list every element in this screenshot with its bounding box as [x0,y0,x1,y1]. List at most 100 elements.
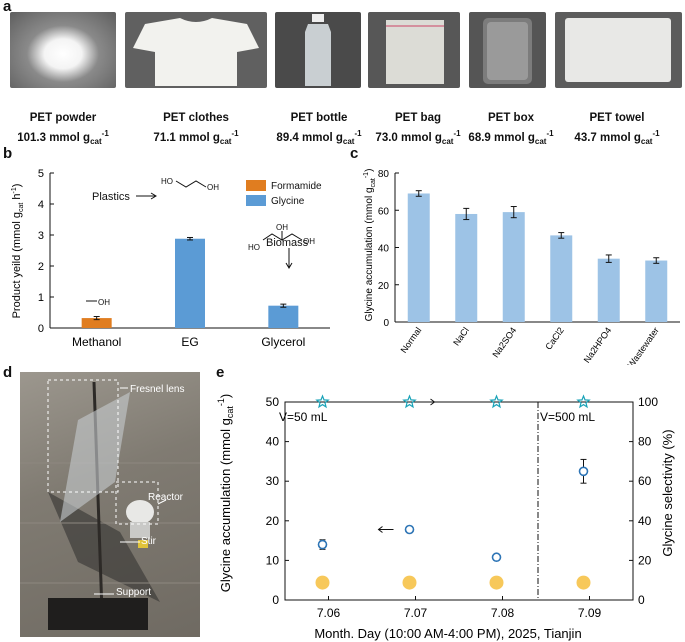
chart-b-ylabel: Product yeild (mmol gcat h-1) [11,184,25,319]
chart-e-ytick-right-label: 60 [638,474,652,488]
chart-c-ytick-label: 40 [378,244,390,255]
chart-e-xtick-label: 7.06 [317,606,341,620]
chart-e-xlabel: Month. Day (10:00 AM-4:00 PM), 2025, Tia… [314,626,581,641]
caption-pet-bag: PET bag 73.0 mmol gcat-1 [375,112,461,147]
selectivity-star [315,394,330,409]
accumulation-point [491,552,502,563]
legend-formamide-swatch [246,180,266,191]
chart-b-ytick-label: 2 [38,261,44,273]
chart-c-ylabel: Glycine accumulation (mmol gcat-1) [363,169,377,322]
chart-e-ytick-left-label: 0 [272,593,279,607]
photo-pet-towel [555,12,682,88]
legend-glycine-label: Glycine [271,196,305,207]
chart-e-ylabel-right: Glycine selectivity (%) [660,429,675,556]
label-support: Support [116,587,152,598]
annotation-v500: V=500 mL [540,410,595,424]
chart-e-ytick-right-label: 80 [638,435,652,449]
chart-e-xtick-label: 7.07 [404,606,428,620]
caption-pet-clothes: PET clothes 71.1 mmol gcat-1 [153,112,239,147]
label-reactor: Reactor [148,492,184,503]
eg-oh-label: OH [207,183,219,192]
accumulation-point [578,466,589,477]
chart-c-ytick-label: 0 [383,318,389,329]
glycerol-oh-label: OH [303,237,315,246]
sun-marker [489,575,504,590]
selectivity-star [489,394,504,409]
chart-e-frame [284,401,634,601]
photo-pet-bag [368,12,460,88]
legend-formamide-label: Formamide [271,181,322,192]
chart-b-category-label: Methanol [72,335,121,349]
sun-marker [315,575,330,590]
glycerol-ho-label: HO [248,243,260,252]
chart-c-ytick-label: 20 [378,281,390,292]
photo-pet-bottle [275,12,361,88]
chart-e-xtick-label: 7.08 [491,606,515,620]
arrow-to-right-axis-head [430,398,436,406]
photo-pet-box [469,12,546,88]
photo-solar-setup [20,372,200,637]
biomass-label: Biomass [266,237,309,249]
label-stir: Stir [141,536,156,547]
chart-b-ytick-label: 1 [38,292,44,304]
chart-c-ytick-label: 80 [378,169,390,180]
chart-b-bar [175,238,205,328]
chart-b-ytick-label: 0 [38,323,44,335]
chart-c-category-label: Normal [399,325,424,355]
chart-e-xtick-label: 7.09 [578,606,602,620]
chart-b-category-label: EG [181,335,198,349]
caption-pet-box: PET box 68.9 mmol gcat-1 [468,112,554,147]
accumulation-point [317,539,328,550]
annotation-v50: V=50 mL [279,410,328,424]
chart-c: 0 20 40 60 80 Normal NaCl Na2SO4 CaCl2 Na2HPO4 Was… [363,169,680,365]
caption-pet-powder: PET powder 101.3 mmol gcat-1 [17,112,109,147]
chart-c-bar [502,212,525,322]
chart-c-category-label: Na2HPO4 [582,325,614,364]
chart-e-ytick-right-label: 0 [638,593,645,607]
chart-e-ylabel-left: Glycine accumulation (mmol gcat-1) [216,394,235,593]
chart-c-bar [407,193,430,322]
glycerol-mid-oh-label: OH [276,223,288,232]
legend-glycine-swatch [246,195,266,206]
chart-b-ytick-label: 5 [38,168,44,180]
caption-pet-bottle: PET bottle 89.4 mmol gcat-1 [276,112,362,147]
sun-marker [402,575,417,590]
chart-c-category-label: Wastewater [626,325,661,365]
photo-pet-clothes [125,12,267,88]
selectivity-star [576,394,591,409]
plastics-label: Plastics [92,191,130,203]
chart-e-ytick-left-label: 50 [266,395,280,409]
chart-b-category-label: Glycerol [261,335,305,349]
eg-ho-label: HO [161,177,173,186]
chart-e-ytick-right-label: 100 [638,395,658,409]
chart-c-category-label: CaCl2 [543,325,566,351]
chart-e-ytick-left-label: 20 [266,514,280,528]
chart-b-ytick-label: 4 [38,199,44,211]
photo-pet-powder [10,12,116,88]
arrow-to-left-axis-head [377,526,383,533]
chart-e-ytick-right-label: 40 [638,514,652,528]
selectivity-star [402,394,417,409]
panel-e-letter: e [216,364,225,381]
panel-b-letter: b [3,145,13,162]
chart-e-ytick-left-label: 10 [266,553,280,567]
panel-d-letter: d [3,364,13,381]
panel-a-letter: a [3,0,12,15]
chart-b-bar [81,318,112,328]
chart-c-bar [645,260,668,322]
chart-c-bar [550,235,573,322]
caption-pet-towel: PET towel 43.7 mmol gcat-1 [574,112,660,147]
chart-c-ytick-label: 60 [378,206,390,217]
chart-c-category-label: Na2SO4 [490,325,518,359]
panel-c-letter: c [350,145,359,162]
chart-e-ytick-left-label: 40 [266,435,280,449]
chart-e-ytick-left-label: 30 [266,474,280,488]
label-fresnel-lens: Fresnel lens [130,384,185,395]
accumulation-point [404,524,415,535]
sun-marker [576,575,591,590]
chart-c-bar [597,258,620,322]
chart-c-category-label: NaCl [451,325,471,347]
chart-b-bar [268,305,299,328]
